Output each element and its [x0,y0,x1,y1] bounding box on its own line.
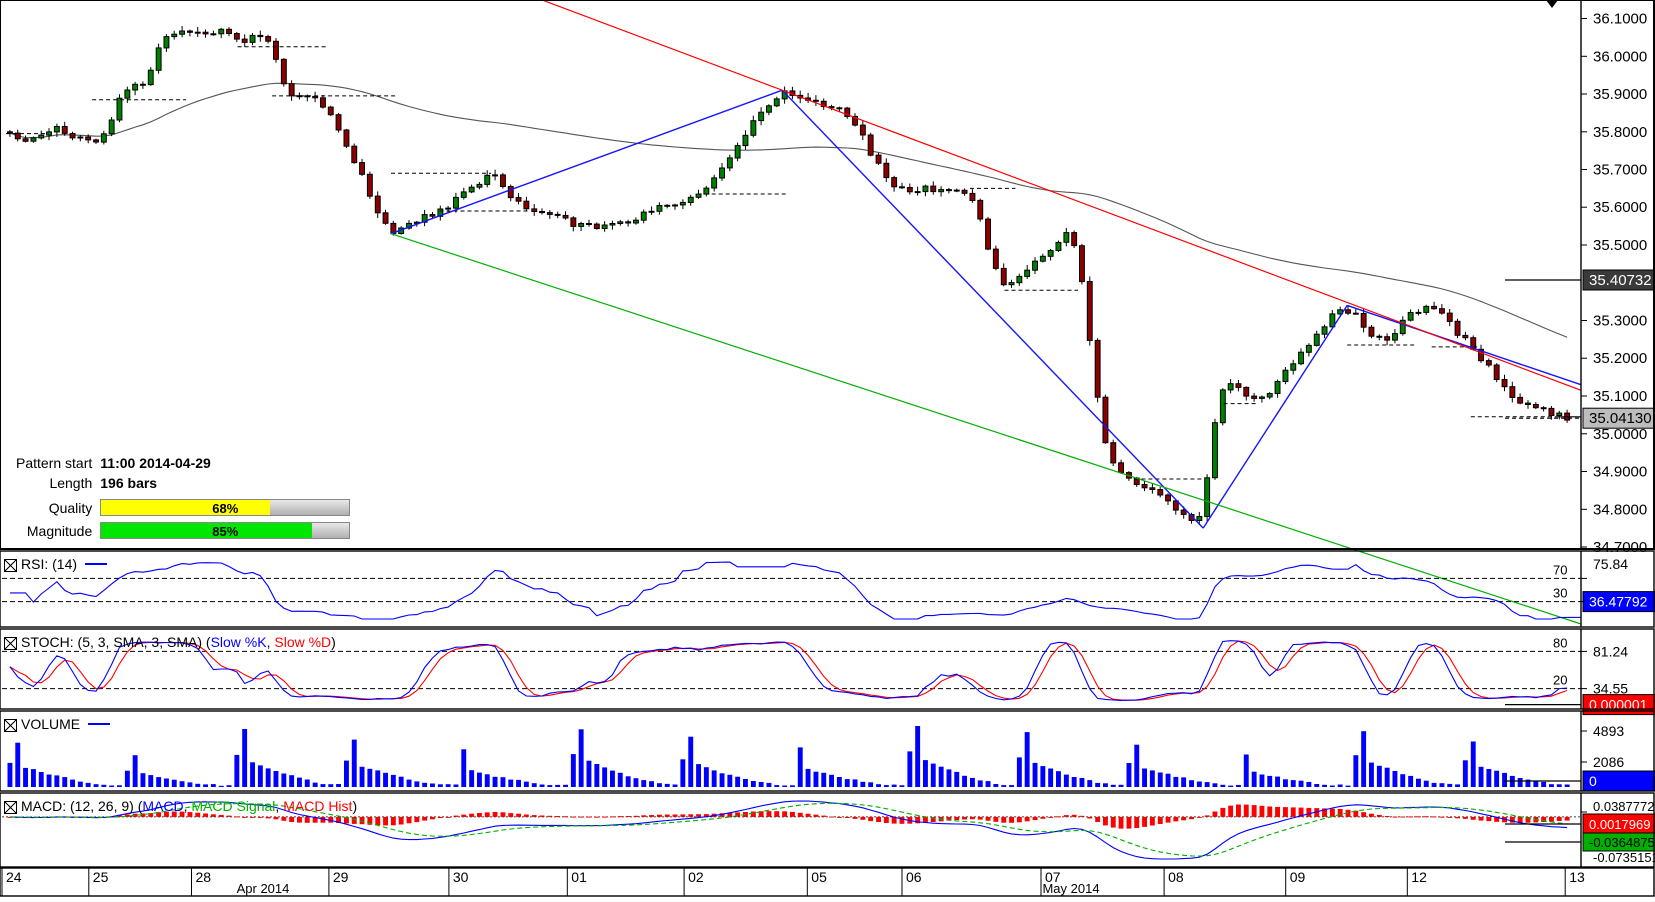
svg-text:29: 29 [333,869,349,885]
svg-text:35.8000: 35.8000 [1593,124,1647,141]
svg-text:06: 06 [906,869,922,885]
svg-text:2086: 2086 [1593,754,1624,770]
svg-text:34.7000: 34.7000 [1593,539,1647,556]
svg-text:30: 30 [1553,586,1567,601]
svg-text:02: 02 [688,869,704,885]
svg-text:30: 30 [453,869,469,885]
svg-text:35.3000: 35.3000 [1593,313,1647,330]
svg-text:01: 01 [571,869,587,885]
svg-text:0: 0 [1589,773,1597,789]
svg-text:08: 08 [1168,869,1184,885]
svg-text:09: 09 [1290,869,1306,885]
svg-text:35.2000: 35.2000 [1593,350,1647,367]
svg-text:35.5000: 35.5000 [1593,237,1647,254]
svg-text:80: 80 [1553,635,1567,650]
svg-text:35.9000: 35.9000 [1593,86,1647,103]
svg-text:28: 28 [196,869,212,885]
svg-text:13: 13 [1569,869,1585,885]
svg-text:May 2014: May 2014 [1042,881,1099,896]
svg-text:75.84: 75.84 [1593,556,1628,572]
svg-text:35.7000: 35.7000 [1593,162,1647,179]
svg-text:34.9000: 34.9000 [1593,464,1647,481]
svg-text:0.0387772: 0.0387772 [1593,799,1654,814]
svg-text:34.8000: 34.8000 [1593,501,1647,518]
svg-text:0.0017969: 0.0017969 [1589,817,1650,832]
svg-text:Apr 2014: Apr 2014 [237,881,290,896]
svg-text:25: 25 [93,869,109,885]
svg-text:70: 70 [1553,562,1567,577]
svg-text:81.24: 81.24 [1593,643,1628,659]
svg-text:0.000001: 0.000001 [1589,697,1648,713]
svg-text:-0.0364875: -0.0364875 [1589,835,1655,850]
svg-text:-0.0735151: -0.0735151 [1593,850,1655,865]
svg-text:24: 24 [6,869,22,885]
svg-text:20: 20 [1553,673,1567,688]
svg-text:36.1000: 36.1000 [1593,11,1647,28]
svg-text:35.40732: 35.40732 [1589,272,1652,289]
svg-text:35.04130: 35.04130 [1589,410,1652,427]
svg-text:36.47792: 36.47792 [1589,594,1648,610]
svg-text:4893: 4893 [1593,723,1624,739]
svg-text:35.6000: 35.6000 [1593,199,1647,216]
svg-text:35.1000: 35.1000 [1593,388,1647,405]
svg-text:36.0000: 36.0000 [1593,48,1647,65]
svg-text:12: 12 [1411,869,1427,885]
svg-text:05: 05 [811,869,827,885]
